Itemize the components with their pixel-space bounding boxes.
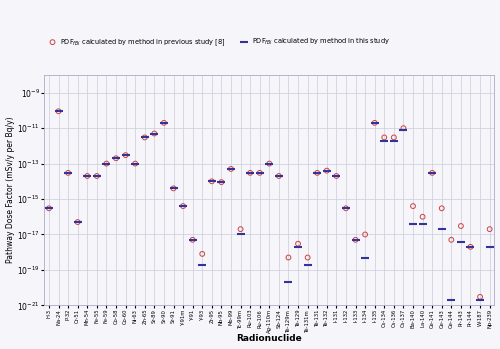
PDF$_{fBi}$ calculated by method in previous study [8] — [179, 203, 187, 209]
PDF$_{fBi}$ calculated by method in previous study [8] — [208, 179, 216, 184]
PDF$_{fBi}$ calculated by method in previous study [8] — [466, 244, 474, 250]
PDF$_{fBi}$ calculated by method in this study — [227, 166, 235, 172]
PDF$_{fBi}$ calculated by method in this study — [170, 186, 177, 191]
PDF$_{fBi}$ calculated by method in this study — [74, 219, 82, 225]
PDF$_{fBi}$ calculated by method in this study — [84, 173, 92, 179]
PDF$_{fBi}$ calculated by method in this study — [466, 244, 474, 250]
PDF$_{fBi}$ calculated by method in this study — [93, 173, 101, 179]
PDF$_{fBi}$ calculated by method in previous study [8] — [400, 125, 407, 131]
PDF$_{fBi}$ calculated by method in this study — [304, 262, 312, 267]
PDF$_{fBi}$ calculated by method in previous study [8] — [284, 255, 292, 260]
PDF$_{fBi}$ calculated by method in previous study [8] — [409, 203, 417, 209]
PDF$_{fBi}$ calculated by method in this study — [112, 155, 120, 161]
PDF$_{fBi}$ calculated by method in previous study [8] — [323, 168, 331, 173]
PDF$_{fBi}$ calculated by method in previous study [8] — [266, 161, 274, 166]
PDF$_{fBi}$ calculated by method in previous study [8] — [246, 170, 254, 176]
PDF$_{fBi}$ calculated by method in previous study [8] — [428, 170, 436, 176]
PDF$_{fBi}$ calculated by method in previous study [8] — [418, 214, 426, 220]
PDF$_{fBi}$ calculated by method in previous study [8] — [84, 173, 92, 179]
PDF$_{fBi}$ calculated by method in this study — [102, 161, 110, 166]
PDF$_{fBi}$ calculated by method in previous study [8] — [236, 227, 244, 232]
PDF$_{fBi}$ calculated by method in this study — [476, 297, 484, 303]
PDF$_{fBi}$ calculated by method in this study — [457, 239, 465, 244]
PDF$_{fBi}$ calculated by method in this study — [361, 255, 369, 260]
PDF$_{fBi}$ calculated by method in previous study [8] — [342, 206, 350, 211]
PDF$_{fBi}$ calculated by method in previous study [8] — [150, 131, 158, 136]
PDF$_{fBi}$ calculated by method in previous study [8] — [476, 294, 484, 300]
PDF$_{fBi}$ calculated by method in previous study [8] — [304, 255, 312, 260]
PDF$_{fBi}$ calculated by method in previous study [8] — [256, 170, 264, 176]
PDF$_{fBi}$ calculated by method in previous study [8] — [170, 186, 177, 191]
PDF$_{fBi}$ calculated by method in previous study [8] — [457, 223, 465, 229]
PDF$_{fBi}$ calculated by method in this study — [294, 244, 302, 250]
PDF$_{fBi}$ calculated by method in previous study [8] — [112, 155, 120, 161]
PDF$_{fBi}$ calculated by method in this study — [218, 179, 226, 185]
PDF$_{fBi}$ calculated by method in previous study [8] — [361, 232, 369, 237]
PDF$_{fBi}$ calculated by method in this study — [208, 179, 216, 184]
PDF$_{fBi}$ calculated by method in previous study [8] — [93, 173, 101, 179]
PDF$_{fBi}$ calculated by method in this study — [352, 237, 360, 243]
PDF$_{fBi}$ calculated by method in this study — [64, 170, 72, 176]
PDF$_{fBi}$ calculated by method in this study — [418, 221, 426, 227]
PDF$_{fBi}$ calculated by method in this study — [198, 262, 206, 267]
PDF$_{fBi}$ calculated by method in previous study [8] — [438, 206, 446, 211]
PDF$_{fBi}$ calculated by method in this study — [486, 244, 494, 250]
PDF$_{fBi}$ calculated by method in previous study [8] — [448, 237, 456, 243]
PDF$_{fBi}$ calculated by method in this study — [390, 138, 398, 143]
PDF$_{fBi}$ calculated by method in this study — [448, 297, 456, 303]
PDF$_{fBi}$ calculated by method in previous study [8] — [74, 219, 82, 225]
PDF$_{fBi}$ calculated by method in this study — [428, 170, 436, 176]
PDF$_{fBi}$ calculated by method in previous study [8] — [313, 170, 321, 176]
PDF$_{fBi}$ calculated by method in this study — [342, 206, 350, 211]
PDF$_{fBi}$ calculated by method in this study — [141, 135, 149, 140]
PDF$_{fBi}$ calculated by method in this study — [400, 127, 407, 133]
PDF$_{fBi}$ calculated by method in previous study [8] — [218, 179, 226, 185]
PDF$_{fBi}$ calculated by method in previous study [8] — [227, 166, 235, 172]
PDF$_{fBi}$ calculated by method in previous study [8] — [332, 173, 340, 179]
PDF$_{fBi}$ calculated by method in previous study [8] — [122, 153, 130, 158]
PDF$_{fBi}$ calculated by method in this study — [275, 173, 283, 179]
Legend: PDF$_{fBi}$ calculated by method in previous study [8], PDF$_{fBi}$ calculated b: PDF$_{fBi}$ calculated by method in prev… — [48, 37, 390, 48]
PDF$_{fBi}$ calculated by method in this study — [266, 161, 274, 166]
PDF$_{fBi}$ calculated by method in previous study [8] — [370, 120, 378, 126]
PDF$_{fBi}$ calculated by method in previous study [8] — [141, 135, 149, 140]
PDF$_{fBi}$ calculated by method in this study — [179, 203, 187, 209]
Y-axis label: Pathway Dose Factor (mSv/y per Bq/y): Pathway Dose Factor (mSv/y per Bq/y) — [6, 117, 15, 263]
PDF$_{fBi}$ calculated by method in this study — [45, 206, 53, 211]
PDF$_{fBi}$ calculated by method in this study — [160, 120, 168, 126]
PDF$_{fBi}$ calculated by method in this study — [54, 109, 62, 114]
PDF$_{fBi}$ calculated by method in this study — [122, 153, 130, 158]
PDF$_{fBi}$ calculated by method in previous study [8] — [486, 227, 494, 232]
PDF$_{fBi}$ calculated by method in previous study [8] — [352, 237, 360, 243]
PDF$_{fBi}$ calculated by method in this study — [150, 131, 158, 136]
PDF$_{fBi}$ calculated by method in this study — [323, 168, 331, 173]
PDF$_{fBi}$ calculated by method in this study — [188, 237, 196, 243]
PDF$_{fBi}$ calculated by method in previous study [8] — [275, 173, 283, 179]
PDF$_{fBi}$ calculated by method in previous study [8] — [45, 206, 53, 211]
PDF$_{fBi}$ calculated by method in this study — [256, 170, 264, 176]
PDF$_{fBi}$ calculated by method in this study — [370, 120, 378, 126]
PDF$_{fBi}$ calculated by method in this study — [236, 232, 244, 237]
PDF$_{fBi}$ calculated by method in this study — [332, 173, 340, 179]
PDF$_{fBi}$ calculated by method in previous study [8] — [102, 161, 110, 166]
PDF$_{fBi}$ calculated by method in previous study [8] — [390, 135, 398, 140]
PDF$_{fBi}$ calculated by method in this study — [313, 170, 321, 176]
PDF$_{fBi}$ calculated by method in previous study [8] — [131, 161, 139, 166]
PDF$_{fBi}$ calculated by method in this study — [409, 221, 417, 227]
PDF$_{fBi}$ calculated by method in this study — [284, 280, 292, 285]
PDF$_{fBi}$ calculated by method in previous study [8] — [294, 241, 302, 246]
PDF$_{fBi}$ calculated by method in this study — [246, 170, 254, 176]
PDF$_{fBi}$ calculated by method in previous study [8] — [198, 251, 206, 257]
X-axis label: Radionuclide: Radionuclide — [236, 334, 302, 343]
PDF$_{fBi}$ calculated by method in previous study [8] — [188, 237, 196, 243]
PDF$_{fBi}$ calculated by method in this study — [131, 161, 139, 166]
PDF$_{fBi}$ calculated by method in previous study [8] — [160, 120, 168, 126]
PDF$_{fBi}$ calculated by method in this study — [380, 138, 388, 143]
PDF$_{fBi}$ calculated by method in previous study [8] — [54, 109, 62, 114]
PDF$_{fBi}$ calculated by method in this study — [438, 227, 446, 232]
PDF$_{fBi}$ calculated by method in previous study [8] — [380, 135, 388, 140]
PDF$_{fBi}$ calculated by method in previous study [8] — [64, 170, 72, 176]
